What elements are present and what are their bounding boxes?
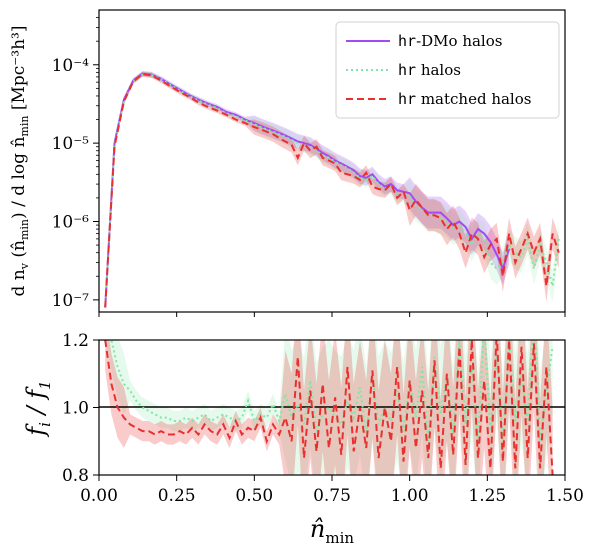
bottom-xtick-label: 1.25 bbox=[468, 486, 506, 506]
x-axis-label: n̂min bbox=[310, 515, 354, 547]
bottom-xtick-label: 0.25 bbox=[158, 486, 196, 506]
bottom-series-line-1 bbox=[104, 340, 554, 475]
top-panel: 10⁻⁷ 10⁻⁶ 10⁻⁵ 10⁻⁴ hr-DMo halos hr halos h… bbox=[9, 9, 566, 317]
legend-box bbox=[335, 21, 560, 119]
legend-label-hr-dmo: hr-DMo halos bbox=[398, 32, 502, 50]
top-ytick-label: 10⁻⁷ bbox=[52, 291, 90, 311]
bottom-series-lines bbox=[104, 340, 554, 475]
bottom-xtick-label: 0.50 bbox=[235, 486, 273, 506]
bottom-xtick-label: 1.00 bbox=[391, 486, 429, 506]
legend-label-hr-matched: hr matched halos bbox=[398, 90, 531, 108]
top-series-line-2 bbox=[104, 73, 560, 308]
top-y-ticks: 10⁻⁷ 10⁻⁶ 10⁻⁵ 10⁻⁴ bbox=[52, 17, 99, 311]
legend: hr-DMo halos hr halos hr matched halos bbox=[335, 21, 560, 119]
bottom-xtick-label: 1.50 bbox=[546, 486, 584, 506]
bottom-x-ticks: 0.00 0.25 0.50 0.75 1.00 1.25 1.50 bbox=[80, 475, 584, 506]
bottom-xtick-label: 0.75 bbox=[313, 486, 351, 506]
bottom-ytick-label: 1.0 bbox=[62, 399, 89, 419]
bottom-ytick-label: 0.8 bbox=[62, 466, 89, 486]
top-ytick-label: 10⁻⁵ bbox=[52, 134, 90, 154]
top-ytick-label: 10⁻⁴ bbox=[52, 56, 90, 76]
top-y-axis-label: d nv (n̂min) / d log n̂min [Mpc⁻³h³] bbox=[9, 26, 31, 297]
top-x-ticks bbox=[98, 312, 566, 317]
bottom-panel: 0.8 1.0 1.2 0.00 0.25 0.50 0.75 1.00 1.25 1.50 f… bbox=[22, 331, 584, 547]
bottom-ytick-label: 1.2 bbox=[62, 331, 89, 351]
top-series-lines bbox=[104, 72, 560, 308]
top-ytick-label: 10⁻⁶ bbox=[52, 212, 90, 232]
legend-label-hr: hr halos bbox=[398, 61, 461, 79]
bottom-y-ticks: 0.8 1.0 1.2 bbox=[62, 331, 99, 486]
bottom-xtick-label: 0.00 bbox=[80, 486, 118, 506]
bottom-y-axis-label: fi / f1 bbox=[22, 380, 54, 437]
